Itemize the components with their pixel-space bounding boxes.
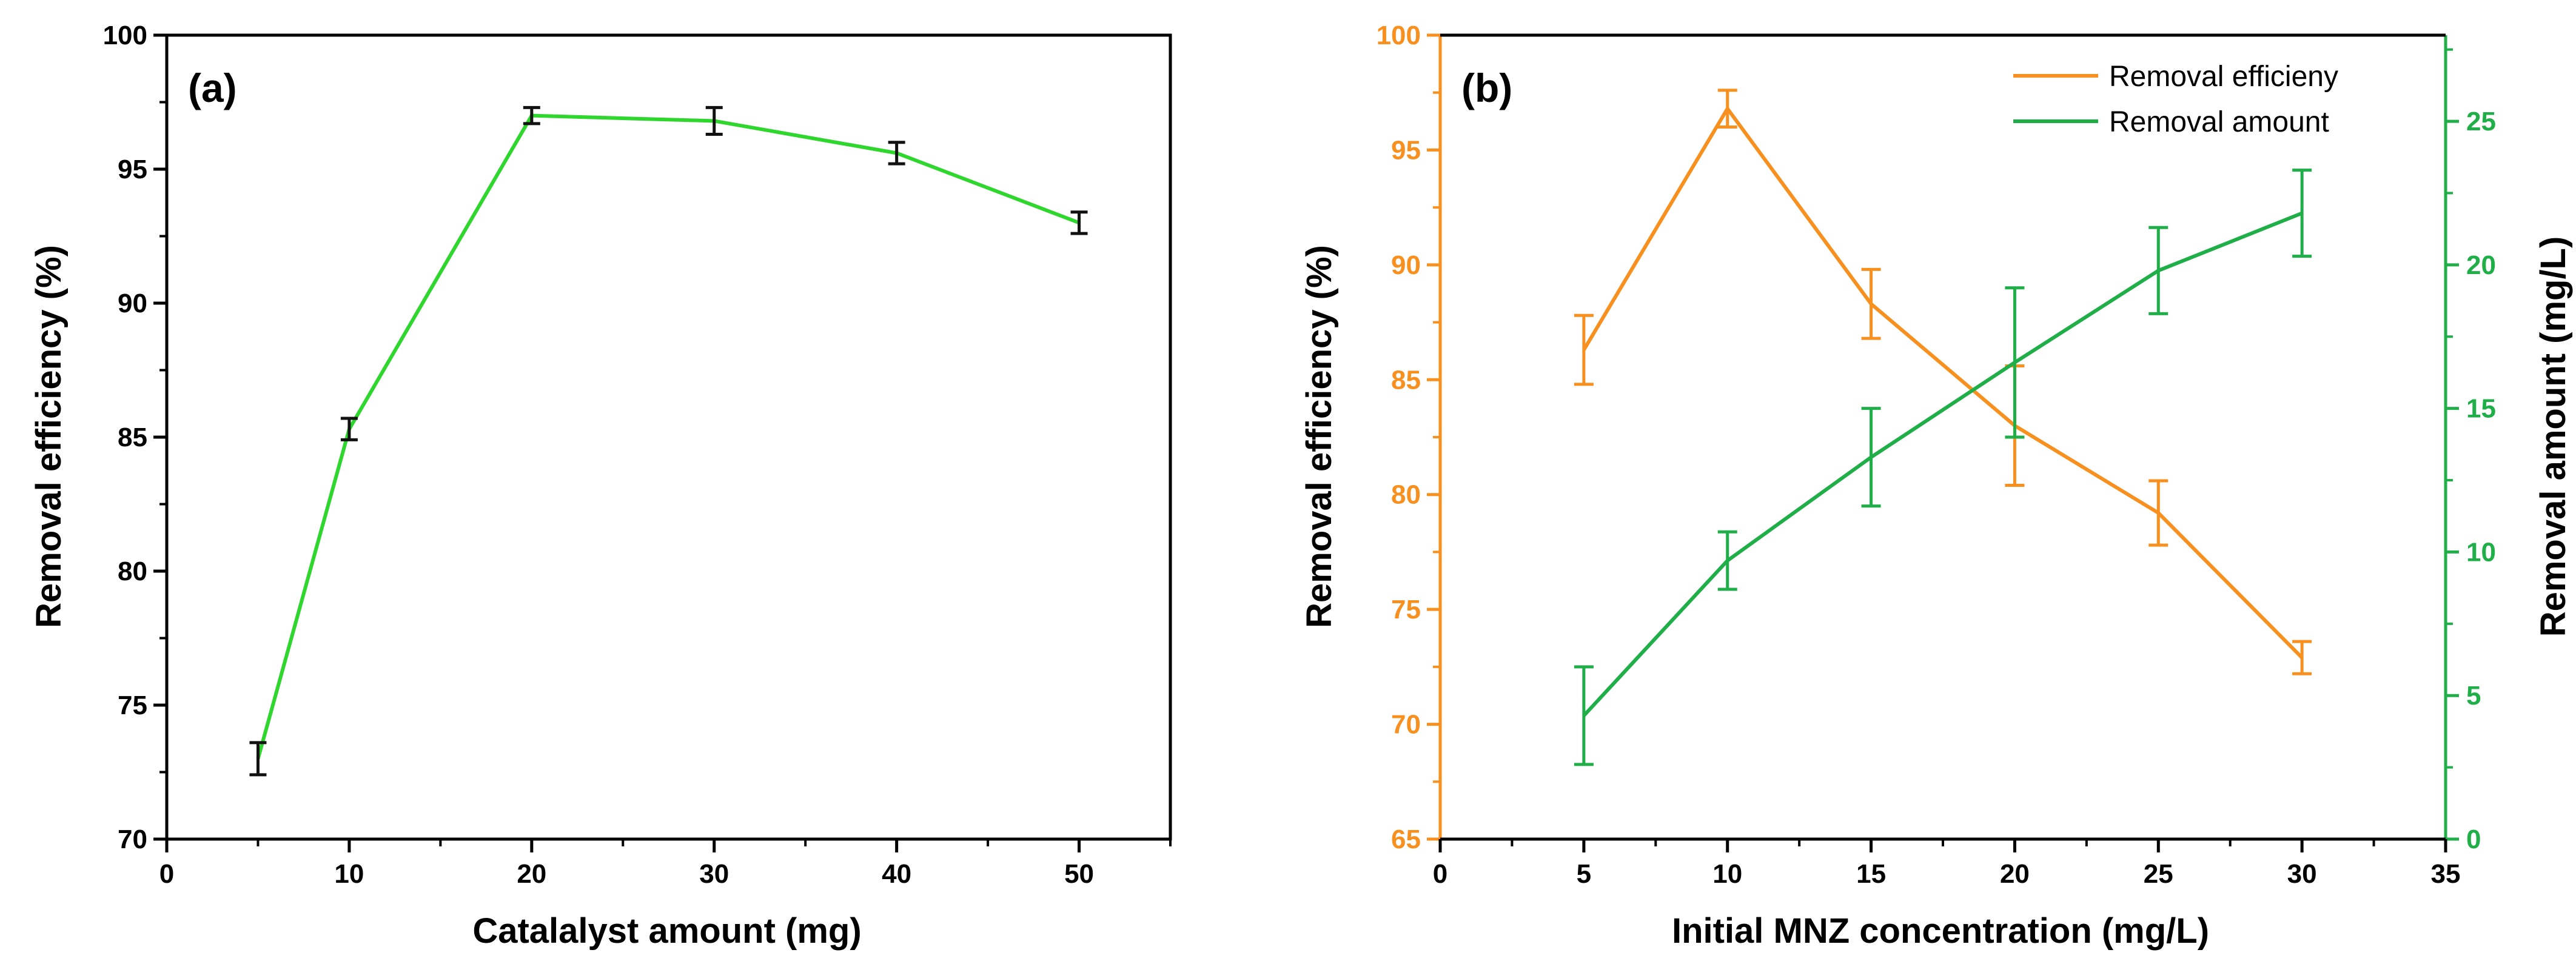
panel-a-y-tick-label: 95 — [118, 155, 147, 184]
panel-a-x-tick-label: 0 — [159, 859, 174, 889]
legend-label-removal-efficiency: Removal efficieny — [2109, 61, 2338, 93]
panel-b-y2-tick-label: 20 — [2466, 250, 2496, 280]
panel-a-chart: 70 75 80 85 90 95 100 0 10 20 30 40 50 (a) Catalalys… — [29, 21, 1172, 951]
panel-b-legend: Removal efficieny Removal amount — [2013, 61, 2338, 138]
panel-a-x-tick-label: 10 — [334, 859, 364, 889]
panel-b-y2-axis-title: Removal amount (mg/L) — [2534, 236, 2573, 637]
panel-a-x-tick-label: 50 — [1064, 859, 1094, 889]
panel-a-x-tick-label: 30 — [699, 859, 729, 889]
panel-b-y-tick-label: 70 — [1391, 710, 1421, 740]
panel-b-x-axis-title: Initial MNZ concentration (mg/L) — [1672, 911, 2209, 951]
panel-a-y-tick-label: 90 — [118, 289, 147, 318]
panel-b-y2-tick-label: 15 — [2466, 394, 2496, 424]
panel-b-x-tick-label: 35 — [2431, 859, 2461, 889]
panel-b-y-tick-label: 80 — [1391, 480, 1421, 510]
panel-b-y-tick-label: 100 — [1377, 21, 1421, 50]
panel-a-x-axis-title: Catalalyst amount (mg) — [472, 911, 861, 951]
panel-b-y2-tick-label: 5 — [2466, 681, 2481, 711]
panel-a-y-tick-label: 80 — [118, 557, 147, 586]
panel-a-y-axis-title: Removal efficiency (%) — [29, 245, 69, 628]
panel-b-y-axis-title: Removal efficiency (%) — [1300, 245, 1339, 628]
panel-b-y2-tick-label: 25 — [2466, 107, 2496, 136]
panel-a-series-line — [256, 113, 1080, 760]
panel-a-x-tick-label: 40 — [882, 859, 911, 889]
legend-label-removal-amount: Removal amount — [2109, 106, 2329, 138]
panel-b-series-line-removal-efficiency — [1582, 107, 2304, 659]
panel-a-label: (a) — [188, 65, 237, 110]
panel-b-label: (b) — [1461, 65, 1512, 110]
panel-b-x-tick-label: 20 — [2000, 859, 2030, 889]
panel-a-x-tick-label: 20 — [517, 859, 546, 889]
panel-b-x-tick-label: 25 — [2144, 859, 2173, 889]
panel-b-y-tick-label: 85 — [1391, 365, 1421, 395]
panel-a-y-tick-label: 85 — [118, 423, 147, 452]
panel-b-x-tick-label: 10 — [1712, 859, 1742, 889]
panel-b-x-tick-label: 15 — [1856, 859, 1886, 889]
panel-b-y2-tick-label: 0 — [2466, 825, 2481, 854]
panel-b-y-tick-label: 90 — [1391, 250, 1421, 280]
panel-b-chart: 65 70 75 80 85 90 95 100 0 5 10 15 20 25 0 5 10 15 20 25 30 3… — [1300, 21, 2573, 951]
panel-a-y-tick-label: 100 — [103, 21, 147, 50]
panel-b-x-tick-label: 30 — [2287, 859, 2317, 889]
panel-a-y-tick-label: 70 — [118, 825, 147, 854]
panel-a-y-tick-label: 75 — [118, 691, 147, 720]
panel-b-x-tick-label: 0 — [1433, 859, 1447, 889]
panel-b-y-tick-label: 95 — [1391, 135, 1421, 165]
panel-b-y-tick-label: 65 — [1391, 825, 1421, 854]
panel-a-plot-frame — [165, 33, 1172, 841]
panel-b-series-line-removal-amount — [1582, 211, 2303, 717]
panel-b-y2-tick-label: 10 — [2466, 537, 2496, 567]
panel-b-y-tick-label: 75 — [1391, 595, 1421, 624]
panel-b-x-tick-label: 5 — [1577, 859, 1591, 889]
